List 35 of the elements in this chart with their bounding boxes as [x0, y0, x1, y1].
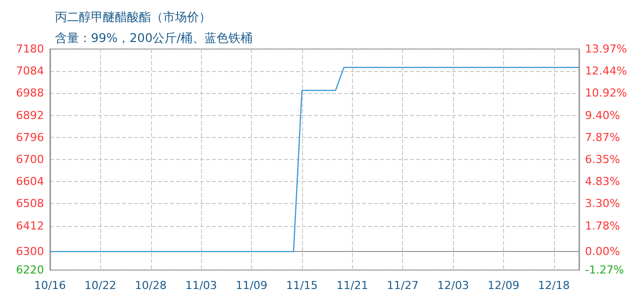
x-tick-label: 10/16	[34, 279, 66, 292]
x-tick-label: 11/15	[286, 279, 318, 292]
y-tick-label: 6988	[16, 86, 44, 100]
y2-tick-label: 10.92%	[585, 86, 628, 100]
y-tick-label: 7084	[16, 64, 44, 78]
y-tick-label: 6892	[16, 108, 44, 122]
y-tick-label: 6508	[16, 197, 44, 210]
y2-tick-label: 13.97%	[585, 42, 628, 56]
x-tick-label: 10/22	[84, 279, 116, 292]
y-tick-label: 6220	[16, 264, 44, 276]
y-tick-label: 6796	[16, 130, 44, 144]
y2-tick-label: 4.83%	[585, 175, 620, 188]
x-tick-label: 11/03	[185, 279, 218, 292]
y-tick-label: 7180	[16, 42, 44, 56]
y2-tick-label: 9.40%	[585, 108, 620, 122]
x-tick-label: 11/27	[386, 279, 419, 292]
y2-tick-label: 7.87%	[585, 130, 620, 144]
y2-tick-label: 6.35%	[585, 153, 620, 166]
y2-tick-label: -1.27%	[585, 264, 624, 276]
y-tick-label: 6300	[16, 245, 44, 258]
y2-tick-label: 3.30%	[585, 197, 620, 210]
chart-subtitle: 含量：99%，200公斤/桶、蓝色铁桶	[55, 31, 253, 45]
x-tick-label: 10/28	[134, 279, 167, 292]
x-tick-label: 12/03	[437, 279, 469, 292]
x-tick-label: 12/18	[538, 279, 570, 292]
y-tick-label: 6412	[16, 219, 44, 232]
y-tick-label: 6700	[16, 153, 44, 166]
y2-tick-label: 12.44%	[585, 64, 628, 78]
x-tick-label: 11/09	[236, 279, 268, 292]
y-tick-label: 6604	[16, 175, 44, 188]
x-tick-label: 11/21	[336, 279, 368, 292]
y2-tick-label: 0.00%	[585, 245, 620, 258]
y2-tick-label: 1.78%	[585, 219, 620, 232]
chart-title: 丙二醇甲醚醋酸酯（市场价）	[55, 10, 211, 24]
x-tick-label: 12/09	[488, 279, 520, 292]
